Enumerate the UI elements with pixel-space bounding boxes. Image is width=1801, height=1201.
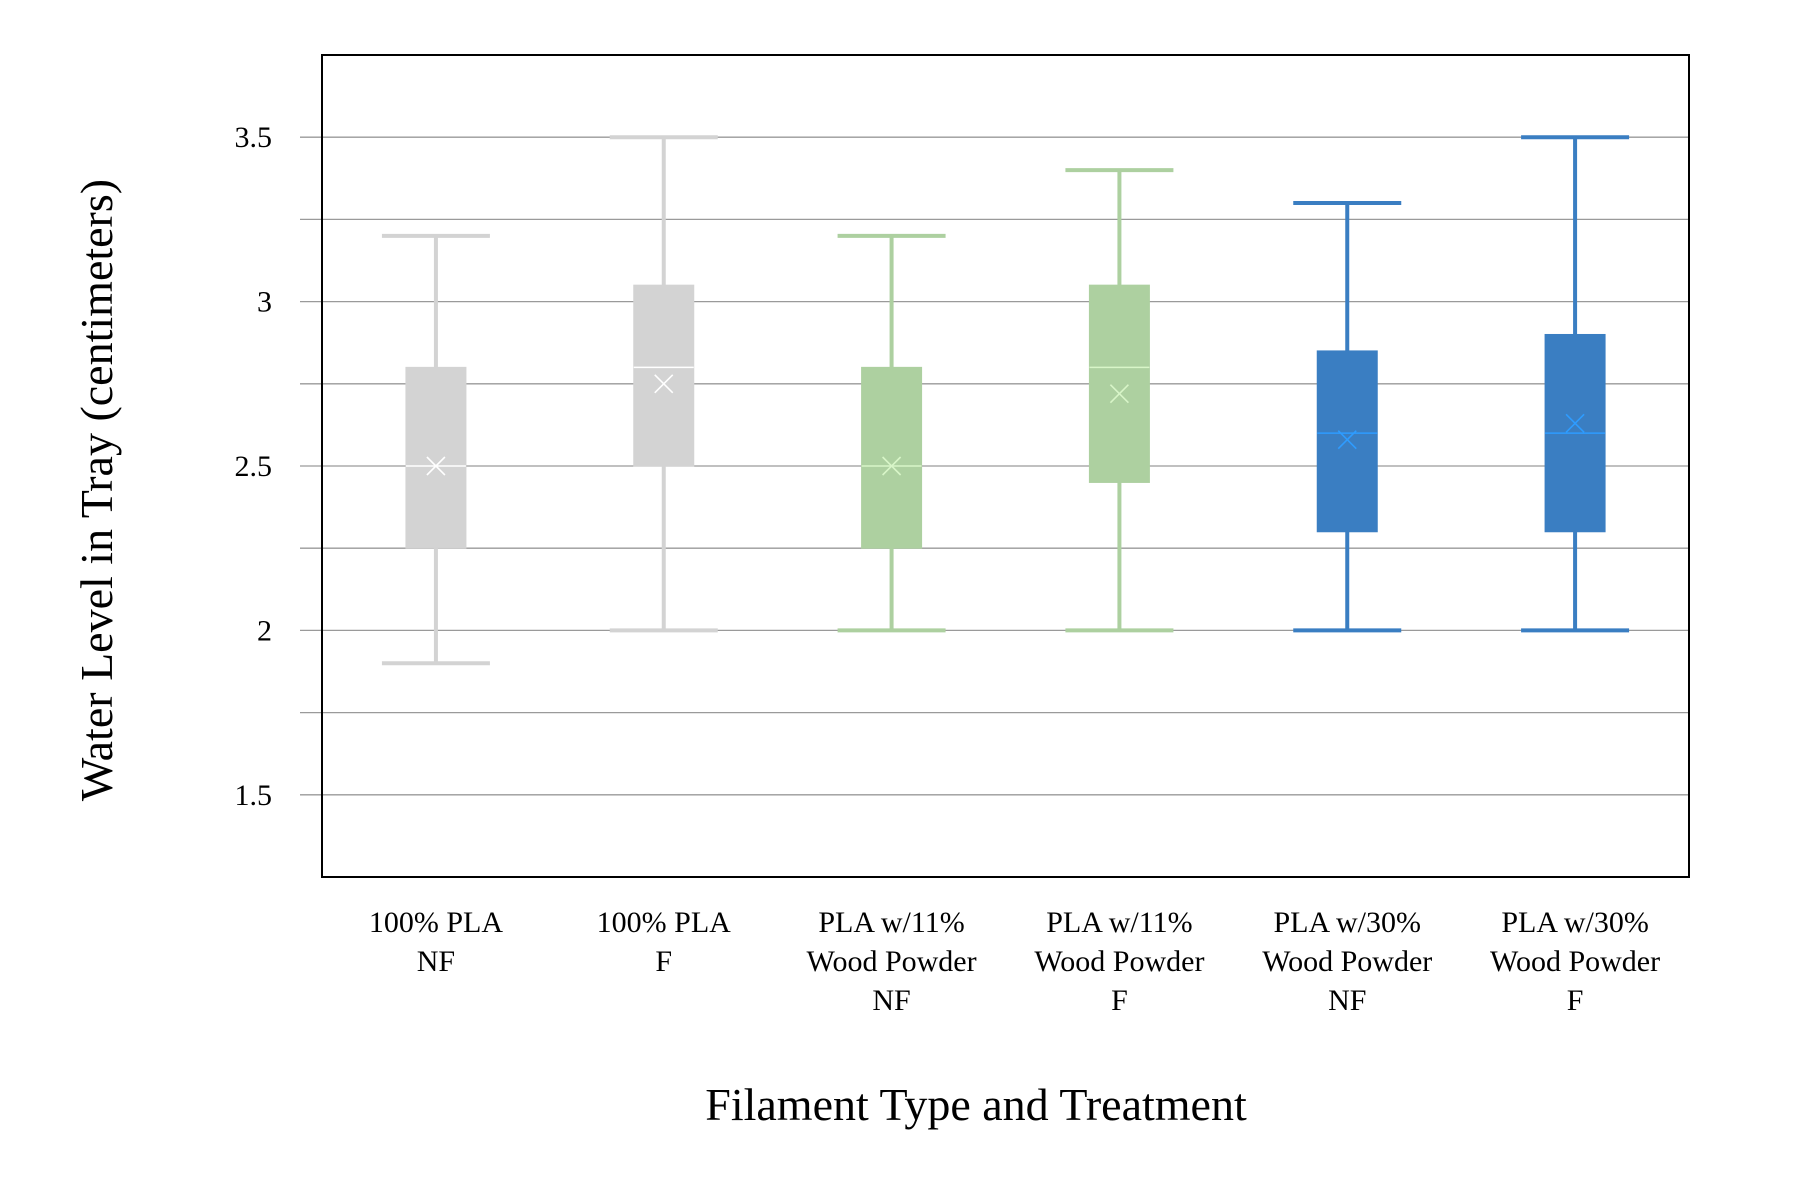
y-tick-label: 3.5: [235, 121, 273, 154]
box-6: [1521, 135, 1630, 633]
x-category-label: 100% PLA NF: [369, 906, 504, 978]
mean-marker: [1109, 384, 1129, 404]
y-tick-label: 1.5: [235, 779, 273, 812]
iqr-box: [861, 366, 923, 549]
gridlines: [300, 136, 1689, 796]
x-axis-title: Filament Type and Treatment: [705, 1079, 1247, 1130]
plot-area-border: [321, 54, 1690, 878]
y-axis-ticks: 1.5 2 2.5 3 3.5: [235, 121, 273, 812]
mean-marker: [654, 374, 674, 394]
iqr-box: [1088, 284, 1150, 483]
mean-marker: [426, 456, 446, 476]
box-series: [381, 135, 1630, 666]
mean-marker: [882, 456, 902, 476]
y-tick-label: 3: [257, 286, 272, 319]
x-category-label: PLA w/11% Wood Powder NF: [807, 906, 977, 1017]
y-tick-label: 2.5: [235, 450, 273, 483]
mean-marker: [1565, 413, 1585, 433]
box-4: [1065, 168, 1174, 633]
iqr-box: [405, 366, 467, 549]
box-2: [609, 135, 718, 633]
x-category-label: PLA w/30% Wood Powder F: [1490, 906, 1660, 1017]
y-axis-title: Water Level in Tray (centimeters): [71, 179, 122, 801]
box-1: [381, 233, 490, 666]
iqr-box: [633, 284, 695, 467]
x-axis-category-labels: 100% PLA NF 100% PLA F PLA w/11% Wood Powder N…: [369, 906, 1660, 1017]
box-3: [837, 233, 946, 633]
x-category-label: 100% PLA F: [597, 906, 732, 978]
box-5: [1293, 200, 1402, 633]
mean-marker: [1337, 430, 1357, 450]
y-tick-label: 2: [257, 614, 272, 647]
x-category-label: PLA w/11% Wood Powder F: [1034, 906, 1204, 1017]
iqr-box: [1316, 350, 1378, 533]
x-category-label: PLA w/30% Wood Powder NF: [1262, 906, 1432, 1017]
